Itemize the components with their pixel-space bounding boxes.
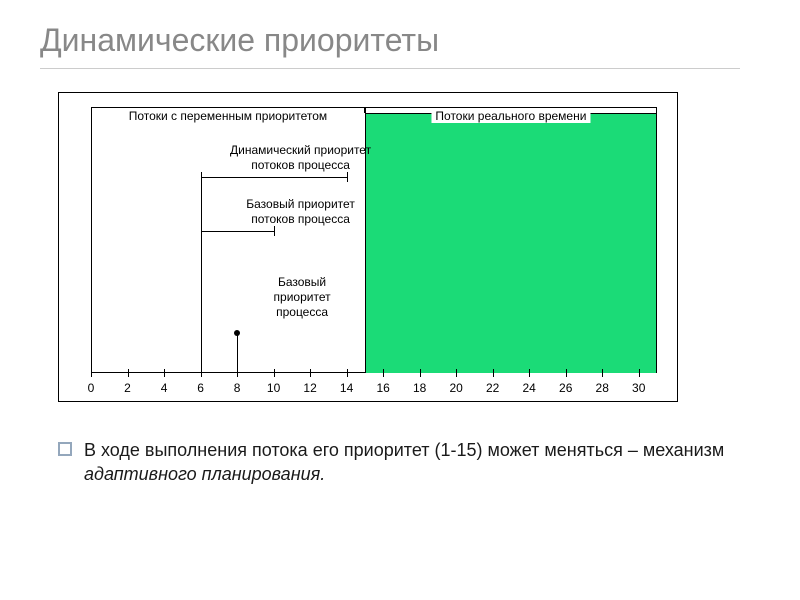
axis-tick [639, 369, 640, 377]
axis-tick-label: 30 [632, 381, 645, 395]
annotation-tick [347, 172, 348, 182]
axis-area: 024681012141618202224262830Потоки с пере… [91, 113, 655, 373]
axis-tick [602, 369, 603, 377]
annotation-range-line [201, 177, 347, 178]
priority-diagram: 024681012141618202224262830Потоки с пере… [58, 92, 678, 402]
axis-tick-label: 4 [161, 381, 168, 395]
axis-tick [493, 369, 494, 377]
axis-tick-label: 28 [596, 381, 609, 395]
bullet-square-icon [58, 442, 72, 456]
axis-tick-label: 12 [303, 381, 316, 395]
annotation-label: Базовыйприоритетпроцесса [257, 275, 347, 320]
axis-tick-label: 8 [234, 381, 241, 395]
axis-tick [310, 369, 311, 377]
axis-tick [347, 369, 348, 377]
axis-tick-label: 2 [124, 381, 131, 395]
axis-tick-label: 18 [413, 381, 426, 395]
axis-tick-label: 6 [197, 381, 204, 395]
axis-tick-label: 14 [340, 381, 353, 395]
bullet-pre: В ходе выполнения потока его приоритет (… [84, 440, 724, 460]
axis-tick [383, 369, 384, 377]
bullet-text: В ходе выполнения потока его приоритет (… [84, 438, 730, 487]
range-label: Потоки реального времени [431, 109, 590, 123]
annotation-drop-line [201, 231, 202, 375]
realtime-region [365, 113, 657, 373]
bullet-italic: адаптивного планирования. [84, 464, 325, 484]
axis-tick [456, 369, 457, 377]
bullet-item: В ходе выполнения потока его приоритет (… [58, 438, 730, 487]
annotation-label: Базовый приоритетпотоков процесса [201, 197, 401, 227]
axis-tick-label: 10 [267, 381, 280, 395]
annotation-range-line [201, 231, 274, 232]
annotation-tick [274, 226, 275, 236]
axis-tick [274, 369, 275, 377]
y-axis [91, 113, 92, 373]
axis-tick-label: 0 [88, 381, 95, 395]
axis-tick-label: 26 [559, 381, 572, 395]
axis-tick [529, 369, 530, 377]
axis-tick-label: 24 [523, 381, 536, 395]
axis-tick-label: 20 [449, 381, 462, 395]
axis-tick-label: 16 [376, 381, 389, 395]
page-title: Динамические приоритеты [40, 22, 439, 59]
axis-tick [91, 369, 92, 377]
axis-tick [128, 369, 129, 377]
axis-tick [420, 369, 421, 377]
annotation-drop-line [237, 333, 238, 375]
axis-tick [164, 369, 165, 377]
axis-tick [566, 369, 567, 377]
title-rule [40, 68, 740, 69]
axis-tick-label: 22 [486, 381, 499, 395]
annotation-label: Динамический приоритетпотоков процесса [201, 143, 401, 173]
range-label: Потоки с переменным приоритетом [125, 109, 331, 123]
